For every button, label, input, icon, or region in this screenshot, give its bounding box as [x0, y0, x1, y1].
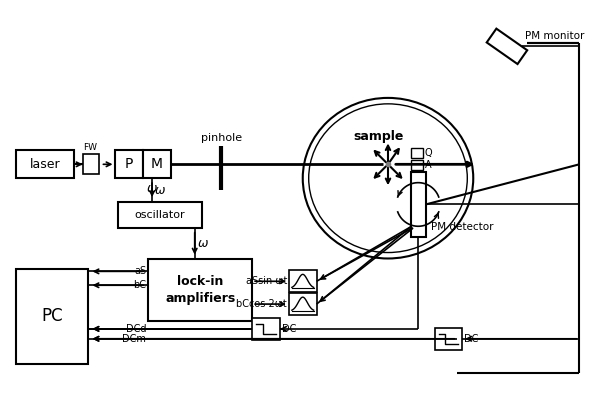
- Text: M: M: [151, 157, 163, 171]
- Bar: [289, 293, 317, 315]
- Text: DC: DC: [282, 324, 296, 334]
- Text: DC: DC: [464, 334, 479, 344]
- Bar: [411, 148, 422, 158]
- Bar: [115, 150, 143, 178]
- Text: aS: aS: [134, 266, 146, 276]
- Text: aSsin ωt: aSsin ωt: [245, 276, 287, 286]
- Text: P: P: [125, 157, 133, 171]
- Bar: [16, 269, 88, 364]
- Text: A: A: [425, 160, 431, 170]
- Text: lock-in
amplifiers: lock-in amplifiers: [165, 275, 235, 305]
- Bar: [289, 270, 317, 292]
- Text: laser: laser: [29, 158, 61, 171]
- Bar: [83, 154, 98, 174]
- Text: ω: ω: [197, 237, 208, 250]
- Bar: [16, 150, 74, 178]
- Text: DCm: DCm: [122, 334, 146, 344]
- Bar: [411, 172, 425, 237]
- Text: ω: ω: [147, 182, 157, 195]
- Text: PC: PC: [41, 308, 63, 326]
- Text: DCd: DCd: [125, 324, 146, 334]
- Bar: [434, 328, 463, 350]
- Text: ω: ω: [155, 184, 166, 196]
- Text: PM monitor: PM monitor: [525, 32, 584, 42]
- Text: PM detector: PM detector: [431, 222, 493, 232]
- Text: pinhole: pinhole: [201, 134, 242, 144]
- Bar: [118, 202, 202, 228]
- Text: sample: sample: [353, 130, 403, 143]
- Bar: [252, 318, 280, 340]
- Text: oscillator: oscillator: [134, 210, 185, 220]
- Bar: [148, 260, 252, 321]
- Bar: [143, 150, 171, 178]
- Text: Q: Q: [425, 148, 433, 158]
- Text: bC: bC: [133, 280, 146, 290]
- Text: FW: FW: [83, 144, 98, 152]
- Bar: [411, 160, 422, 170]
- Text: bCcos 2ωt: bCcos 2ωt: [236, 299, 287, 309]
